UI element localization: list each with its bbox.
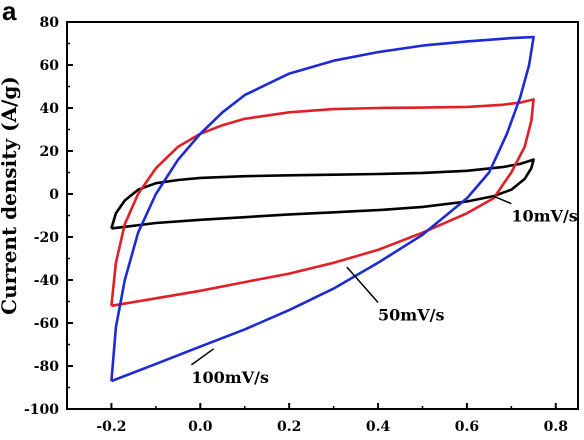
annotation-label: 10mV/s xyxy=(511,207,577,226)
axes-frame xyxy=(66,21,579,410)
series-50mvs-line xyxy=(110,98,535,308)
series-100mvs-line xyxy=(110,35,535,383)
plot-area: 10mV/s 50mV/s 100mV/s xyxy=(110,35,578,387)
annotation-label: 50mV/s xyxy=(378,306,444,325)
x-tick-label: 0.0 xyxy=(188,419,213,435)
y-tick-label: -100 xyxy=(24,402,59,418)
x-tick-label: -0.2 xyxy=(96,419,126,435)
x-tick-label: 0.6 xyxy=(455,419,479,435)
annotation-label: 100mV/s xyxy=(191,368,269,387)
x-tick-label: 0.2 xyxy=(277,419,301,435)
panel-label: a xyxy=(2,0,17,26)
y-tick-label: 0 xyxy=(49,187,59,203)
y-axis-label: Current density (A/g) xyxy=(0,76,21,315)
y-tick-label: 60 xyxy=(40,58,60,74)
annotation-pointer xyxy=(346,266,379,304)
y-tick-label: -40 xyxy=(34,273,60,289)
annotation-pointer xyxy=(493,195,512,205)
y-tick-label: -80 xyxy=(34,359,60,375)
y-tick-label: 80 xyxy=(40,15,60,31)
annotation-pointer xyxy=(190,348,215,366)
axes: 80 60 40 20 0 -20 -40 -60 -80 -100 -0.2 0.0 0.2 0.4 0.… xyxy=(24,15,579,435)
x-tick-label: 0.8 xyxy=(544,419,568,435)
y-tick-label: 20 xyxy=(40,144,60,160)
y-tick-label: -20 xyxy=(34,230,60,246)
y-tick-label: 40 xyxy=(40,101,60,117)
y-tick-label: -60 xyxy=(34,316,60,332)
series-10mvs-line xyxy=(110,158,535,230)
x-tick-label: 0.4 xyxy=(366,419,391,435)
